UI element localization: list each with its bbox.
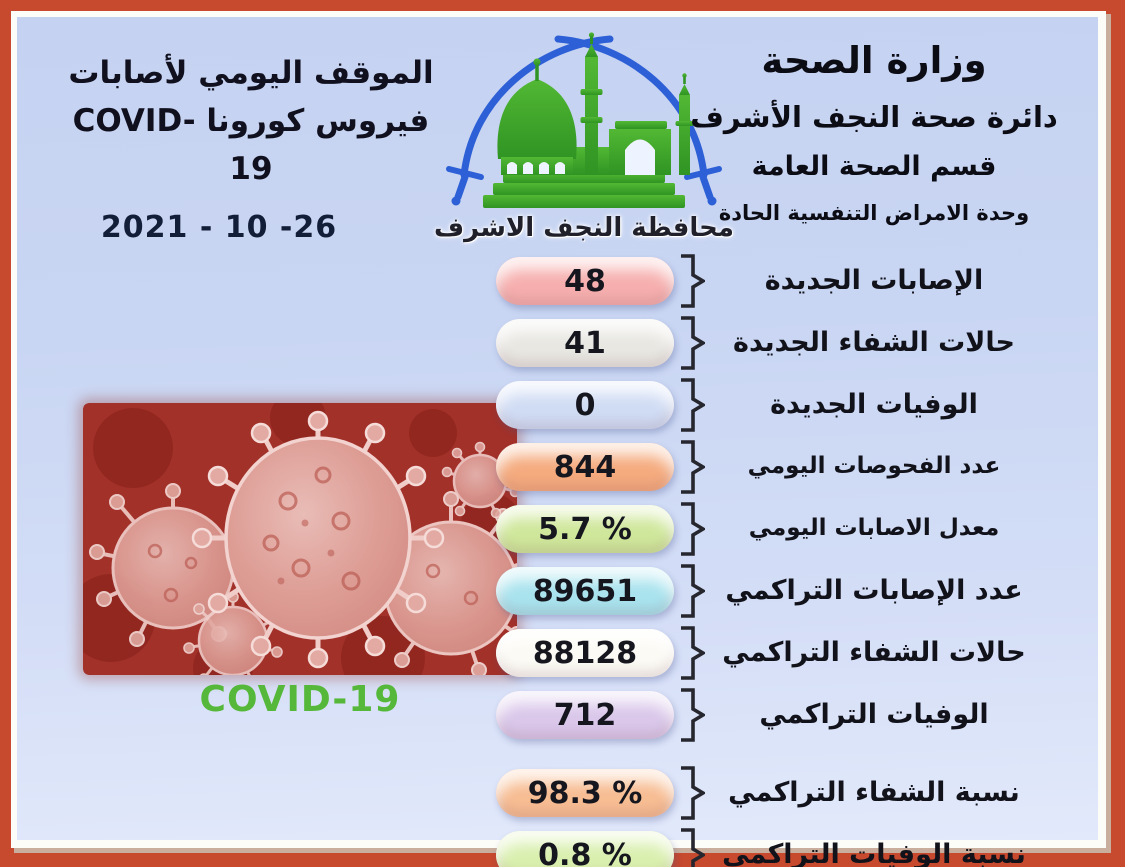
brace-icon bbox=[681, 564, 705, 618]
stat-label: حالات الشفاء الجديدة bbox=[733, 327, 1015, 359]
stat-label: الوفيات الجديدة bbox=[770, 389, 978, 421]
stat-row: معدل الاصابات اليومي 5.7 % bbox=[496, 501, 1038, 557]
coronavirus-illustration bbox=[83, 403, 517, 675]
mosque-swords-emblem bbox=[446, 32, 722, 208]
stat-value-pill: 0.8 % bbox=[496, 831, 674, 867]
title-line-1: الموقف اليومي لأصابات bbox=[68, 55, 434, 91]
brace-icon bbox=[681, 378, 705, 432]
stat-value-pill: 5.7 % bbox=[496, 505, 674, 553]
stat-row: عدد الفحوصات اليومي 844 bbox=[496, 439, 1038, 495]
stat-value-pill: 41 bbox=[496, 319, 674, 367]
stat-value: 712 bbox=[553, 697, 617, 733]
stat-value: 48 bbox=[564, 263, 606, 299]
stat-row: نسبة الشفاء التراكمي 98.3 % bbox=[496, 765, 1038, 821]
stat-value: 41 bbox=[564, 325, 606, 361]
stat-label: حالات الشفاء التراكمي bbox=[722, 637, 1026, 669]
department-header: وزارة الصحة دائرة صحة النجف الأشرف قسم ا… bbox=[678, 39, 1070, 225]
covid19-caption: COVID-19 bbox=[199, 679, 401, 720]
stat-value: 0.8 % bbox=[538, 837, 632, 867]
content-panel: الموقف اليومي لأصابات فيروس كورونا COVID… bbox=[17, 17, 1098, 867]
najaf-governorate-logo: محافظة النجف الاشرف bbox=[425, 29, 743, 251]
ministry-name: وزارة الصحة bbox=[761, 39, 987, 82]
stat-value-pill: 48 bbox=[496, 257, 674, 305]
division-name: قسم الصحة العامة bbox=[751, 151, 997, 182]
mosque-icon bbox=[483, 32, 694, 208]
stat-row: الوفيات التراكمي 712 bbox=[496, 687, 1038, 743]
stat-value-pill: 712 bbox=[496, 691, 674, 739]
stat-row: حالات الشفاء الجديدة 41 bbox=[496, 315, 1038, 371]
brace-icon bbox=[681, 440, 705, 494]
stat-value: 844 bbox=[553, 449, 617, 485]
title-line-2: فيروس كورونا COVID-19 bbox=[72, 103, 430, 188]
stat-value: 5.7 % bbox=[538, 511, 632, 547]
stat-row: الوفيات الجديدة 0 bbox=[496, 377, 1038, 433]
brace-icon bbox=[681, 316, 705, 370]
brace-icon bbox=[681, 766, 705, 820]
stat-value-pill: 0 bbox=[496, 381, 674, 429]
stats-list: الإصابات الجديدة 48 حالات الشفاء الجديدة… bbox=[496, 253, 1038, 867]
stat-label: الإصابات الجديدة bbox=[764, 265, 984, 297]
stat-row: حالات الشفاء التراكمي 88128 bbox=[496, 625, 1038, 681]
report-title: الموقف اليومي لأصابات فيروس كورونا COVID… bbox=[55, 49, 447, 193]
stat-label: عدد الفحوصات اليومي bbox=[747, 453, 1001, 480]
brace-icon bbox=[681, 502, 705, 556]
unit-name: وحدة الامراض التنفسية الحادة bbox=[718, 201, 1030, 225]
brace-icon bbox=[681, 254, 705, 308]
stat-value-pill: 89651 bbox=[496, 567, 674, 615]
stat-label: معدل الاصابات اليومي bbox=[748, 515, 1000, 542]
stat-row: عدد الإصابات التراكمي 89651 bbox=[496, 563, 1038, 619]
stat-row: الإصابات الجديدة 48 bbox=[496, 253, 1038, 309]
stat-value: 98.3 % bbox=[527, 775, 643, 811]
stat-label: نسبة الوفيات التراكمي bbox=[722, 839, 1026, 867]
brace-icon bbox=[681, 688, 705, 742]
brace-icon bbox=[681, 828, 705, 867]
crossed-swords-icon bbox=[446, 35, 722, 201]
stat-label: نسبة الشفاء التراكمي bbox=[728, 777, 1020, 809]
directorate-name: دائرة صحة النجف الأشرف bbox=[690, 100, 1058, 134]
report-date: 2021 - 10 -26 bbox=[100, 210, 338, 245]
stat-value-pill: 844 bbox=[496, 443, 674, 491]
stat-label: الوفيات التراكمي bbox=[759, 699, 989, 731]
stat-row: نسبة الوفيات التراكمي 0.8 % bbox=[496, 827, 1038, 867]
stat-label: عدد الإصابات التراكمي bbox=[725, 575, 1023, 607]
brace-icon bbox=[681, 626, 705, 680]
stat-value: 89651 bbox=[532, 573, 638, 609]
stat-value-pill: 88128 bbox=[496, 629, 674, 677]
logo-caption: محافظة النجف الاشرف bbox=[433, 213, 735, 243]
stat-value-pill: 98.3 % bbox=[496, 769, 674, 817]
coronavirus-image bbox=[83, 403, 517, 675]
stat-value: 0 bbox=[574, 387, 596, 423]
stat-value: 88128 bbox=[532, 635, 638, 671]
